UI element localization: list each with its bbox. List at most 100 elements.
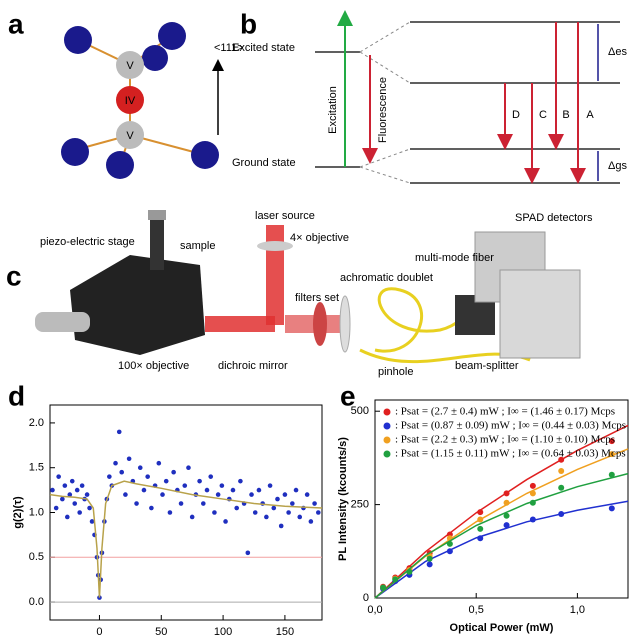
point [201,501,206,506]
transition-label: B [562,109,569,121]
y-tick-label: 1.5 [29,462,44,474]
point [238,478,243,484]
y-axis-label: g(2)(τ) [12,496,24,529]
point [171,469,176,475]
point [230,487,236,493]
point [249,492,254,497]
transition-label: A [586,109,594,121]
point [197,478,202,484]
part-label: beam-splitter [455,360,519,372]
point [426,561,433,568]
point [204,487,210,493]
legend-marker [383,408,391,416]
splitting-label: Δes [608,46,627,58]
x-tick-label: 0,5 [469,604,484,616]
x-tick-label: 0 [96,626,102,638]
point [477,516,484,523]
part-label: SPAD detectors [515,212,593,224]
part-label: multi-mode fiber [415,252,494,264]
part-label: achromatic doublet [340,272,433,284]
panel-b: b Excited state Ground state Excitation … [232,8,627,184]
x-tick-label: 50 [155,626,167,638]
point [308,519,314,524]
panel-c: c laser source 4× objective piezo-electr… [6,210,593,378]
point [149,505,154,511]
point [290,501,295,506]
point [558,510,565,517]
fit-line [49,480,323,598]
panel-a: a V IV V <111> [8,8,244,179]
point [315,510,321,515]
part-labels: laser source 4× objective piezo-electric… [40,210,593,378]
point [529,499,536,506]
point [50,487,55,493]
part-label: sample [180,240,215,252]
point [282,492,288,497]
point [167,510,173,515]
point [477,535,484,542]
point [56,474,61,479]
point [304,492,310,497]
point [160,492,165,497]
point [256,487,262,493]
point [87,505,92,511]
fit-line [374,448,629,599]
splitting-label: Δgs [608,160,627,172]
point [107,474,112,479]
point [529,490,536,497]
point [293,487,299,493]
point [208,474,214,479]
point [392,576,399,583]
point [275,496,280,502]
point [189,514,195,520]
atom-label: V [126,60,134,72]
transition-label: D [512,109,520,121]
state-label: Ground state [232,157,296,169]
atom-label: V [126,130,134,142]
arrow-label: Fluorescence [377,77,389,143]
point [252,510,258,515]
point [271,505,277,511]
transition-label: C [539,109,547,121]
point [446,548,453,555]
panel-label: b [240,8,257,39]
x-tick-label: 1,0 [570,604,585,616]
fit-line [374,472,629,599]
point [558,484,565,491]
part-label: filters set [295,292,339,304]
legend-entry: : Psat = (0.87 ± 0.09) mW ; I∞ = (0.44 ±… [395,420,626,432]
point [558,456,565,463]
point [65,514,70,520]
point [119,469,125,475]
point [245,550,251,556]
point [608,471,615,478]
point [267,483,273,488]
point [186,465,191,471]
legend-marker [383,436,391,444]
point [67,492,73,497]
x-tick-label: 150 [276,626,294,638]
panel-label: a [8,8,24,39]
fit-line [374,424,629,599]
point [212,510,217,515]
part-label: dichroic mirror [218,360,288,372]
legend-entry: : Psat = (2.7 ± 0.4) mW ; I∞ = (1.46 ± 0… [395,406,615,418]
y-axis-label: PL Intensity (kcounts/s) [337,437,349,561]
point [558,467,565,474]
axis-label: <111> [214,42,244,54]
point [74,487,80,493]
point [380,584,387,591]
point [223,519,228,524]
x-axis-label: Optical Power (mW) [450,622,554,634]
point [178,501,184,506]
point [312,501,317,506]
x-tick-label: 0,0 [367,604,382,616]
y-tick-label: 0 [363,592,369,604]
point [113,460,118,466]
y-tick-label: 250 [351,499,369,511]
point [477,525,484,532]
point [503,499,510,506]
point [608,505,615,512]
point [503,490,510,497]
point [72,501,78,506]
